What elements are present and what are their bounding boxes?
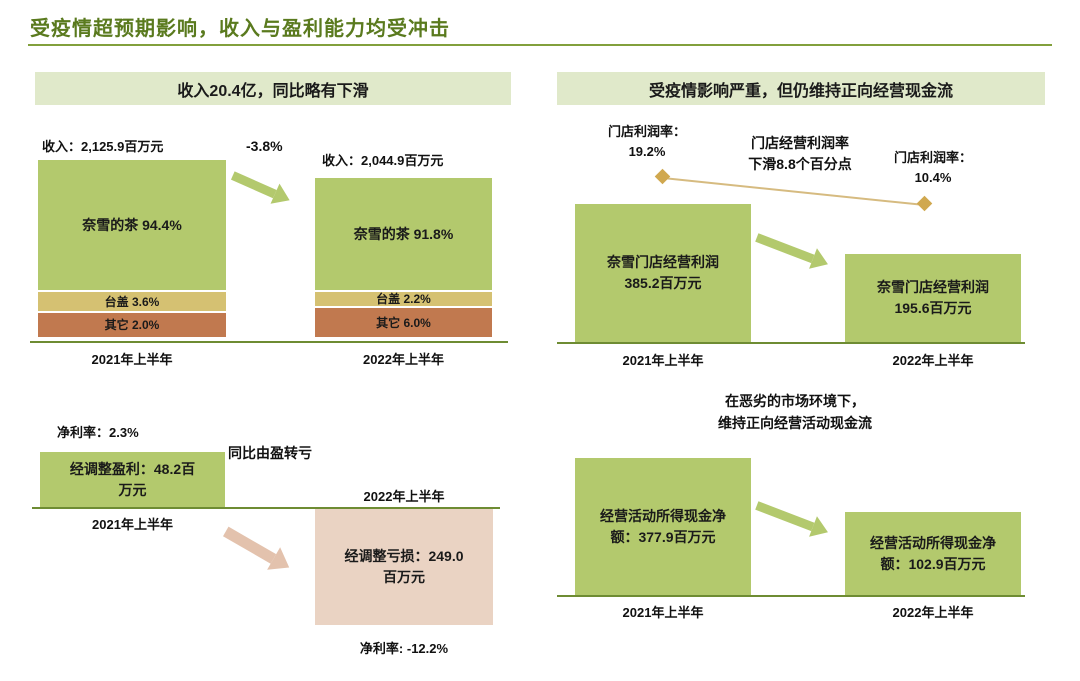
- store-category-2021: 2021年上半年: [622, 353, 704, 368]
- arrow-shaft: [223, 526, 277, 564]
- store-category-2022: 2022年上半年: [892, 353, 974, 368]
- profit-annotation: 同比由盈转亏: [228, 445, 312, 461]
- arrow-shaft: [231, 170, 277, 198]
- bar-label: 奈雪门店经营利润 195.6百万元: [877, 279, 989, 316]
- cashflow-bar-2021: 经营活动所得现金净额：377.9百万元: [575, 458, 751, 595]
- cashflow-annotation-line2: 维持正向经营活动现金流: [718, 415, 872, 432]
- cashflow-bar-2022: 经营活动所得现金净额：102.9百万元: [845, 512, 1021, 595]
- store-margin-title-2022: 门店利润率：: [893, 150, 972, 165]
- diamond-marker-2022: [916, 195, 933, 212]
- profit-axis: [32, 507, 500, 509]
- store-profit-bar-2021: 奈雪门店经营利润 385.2百万元: [575, 204, 751, 342]
- revenue-bar-2022-other: 其它 6.0%: [315, 308, 492, 337]
- arrow-head: [809, 248, 832, 275]
- page-title: 受疫情超预期影响，收入与盈利能力均受冲击: [30, 18, 450, 40]
- cashflow-annotation-line1: 在恶劣的市场环境下，: [725, 393, 865, 409]
- revenue-bar-2022-taigai: 台盖 2.2%: [315, 292, 492, 306]
- store-profit-decline-arrow: [753, 227, 832, 275]
- store-margin-annotation-line2: 下滑8.8个百分点: [748, 156, 852, 172]
- profit-category-2021: 2021年上半年: [92, 517, 173, 532]
- cashflow-category-2021: 2021年上半年: [622, 605, 704, 620]
- profit-decline-arrow: [220, 520, 296, 579]
- revenue-bar-2022-nayuki: 奈雪的茶 91.8%: [315, 178, 492, 290]
- adjusted-loss-bar-2022: 经调整亏损：249.0百万元: [315, 509, 493, 625]
- revenue-axis: [30, 341, 508, 343]
- revenue-category-2021: 2021年上半年: [91, 352, 173, 367]
- revenue-total-label-2022: 收入：2,044.9百万元: [322, 153, 444, 168]
- store-margin-annotation-line1: 门店经营利润率: [751, 135, 849, 151]
- bar-label: 经营活动所得现金净额：377.9百万元: [600, 507, 726, 545]
- net-margin-label-2021: 净利率：2.3%: [57, 425, 139, 440]
- arrow-head: [809, 516, 832, 543]
- right-section-header: 受疫情影响严重，但仍维持正向经营现金流: [557, 72, 1045, 105]
- adjusted-profit-bar-2021: 经调整盈利：48.2百万元: [40, 452, 225, 507]
- store-profit-bar-2022: 奈雪门店经营利润 195.6百万元: [845, 254, 1021, 342]
- arrow-shaft: [755, 500, 815, 531]
- bar-label: 经营活动所得现金净额：102.9百万元: [870, 534, 996, 572]
- store-margin-title-2021: 门店利润率：: [607, 124, 686, 139]
- arrow-shaft: [755, 232, 815, 263]
- diamond-marker-2021: [654, 168, 671, 185]
- store-margin-value-2022: 10.4%: [914, 170, 952, 186]
- store-margin-value-2021: 19.2%: [628, 144, 666, 160]
- revenue-category-2022: 2022年上半年: [363, 352, 444, 367]
- revenue-bar-2021-taigai: 台盖 3.6%: [38, 292, 226, 311]
- title-underline: [28, 44, 1052, 46]
- store-margin-annotation: 门店经营利润率 下滑8.8个百分点: [715, 133, 885, 175]
- store-margin-callout-2021: 门店利润率： 19.2%: [592, 122, 702, 162]
- revenue-decline-arrow: [229, 165, 295, 211]
- revenue-bar-2021-nayuki: 奈雪的茶 94.4%: [38, 160, 226, 290]
- cashflow-category-2022: 2022年上半年: [892, 605, 974, 620]
- net-margin-label-2022: 净利率: -12.2%: [359, 641, 449, 656]
- cashflow-decline-arrow: [753, 495, 832, 543]
- store-axis: [557, 342, 1025, 344]
- cashflow-annotation: 在恶劣的市场环境下， 维持正向经营活动现金流: [690, 390, 900, 435]
- left-section-header: 收入20.4亿，同比略有下滑: [35, 72, 511, 105]
- revenue-total-label-2021: 收入：2,125.9百万元: [42, 139, 164, 154]
- bar-label: 经调整盈利：48.2百万元: [69, 460, 196, 498]
- revenue-change-label: -3.8%: [246, 138, 283, 154]
- cashflow-axis: [557, 595, 1025, 597]
- bar-label: 经调整亏损：249.0百万元: [344, 548, 464, 585]
- bar-label: 奈雪门店经营利润 385.2百万元: [607, 254, 719, 291]
- profit-category-2022: 2022年上半年: [363, 489, 445, 504]
- store-margin-callout-2022: 门店利润率： 10.4%: [878, 148, 988, 188]
- revenue-bar-2021-other: 其它 2.0%: [38, 313, 226, 337]
